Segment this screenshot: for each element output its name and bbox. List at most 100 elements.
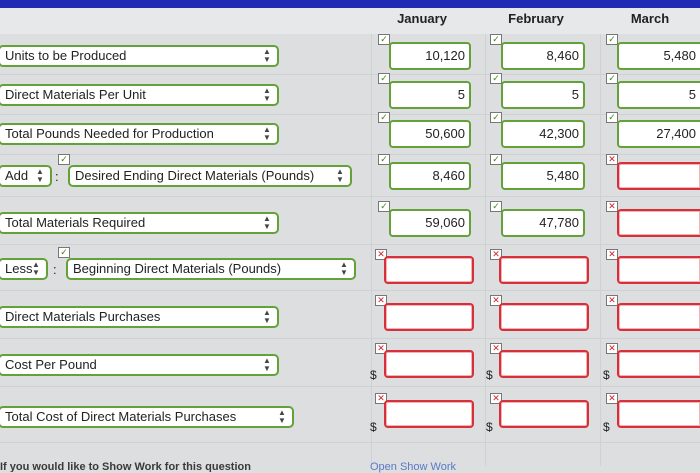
row-label-select-cost-per-pound[interactable]: Cost Per Pound ▲ ▼ (0, 354, 279, 376)
currency-symbol: $ (370, 420, 377, 434)
row-label: Cost Per Pound (5, 357, 97, 372)
input-march-total-cost[interactable] (617, 400, 700, 428)
input-march-desired-ending[interactable] (617, 162, 700, 190)
input-march-materials-per-unit[interactable]: 5 (617, 81, 700, 109)
error-x-icon: ✕ (606, 343, 618, 354)
row-label: Total Cost of Direct Materials Purchases (5, 409, 237, 424)
row-label: Desired Ending Direct Materials (Pounds) (75, 168, 315, 183)
input-march-cost-per-pound[interactable] (617, 350, 700, 378)
input-january-total-pounds[interactable]: 50,600 (389, 120, 471, 148)
row-label: Direct Materials Purchases (5, 309, 161, 324)
row-label-select-desired-ending[interactable]: Desired Ending Direct Materials (Pounds)… (68, 165, 352, 187)
row-label-select-total-pounds-needed[interactable]: Total Pounds Needed for Production ▲ ▼ (0, 123, 279, 145)
input-february-materials-per-unit[interactable]: 5 (501, 81, 585, 109)
column-header-february: February (508, 11, 564, 26)
error-x-icon: ✕ (490, 295, 502, 306)
input-february-purchases[interactable] (499, 303, 589, 331)
chevron-updown-icon: ▲ ▼ (263, 214, 271, 231)
column-divider (485, 34, 486, 466)
input-march-purchases[interactable] (617, 303, 700, 331)
error-x-icon: ✕ (375, 343, 387, 354)
input-january-beginning[interactable] (384, 256, 474, 284)
chevron-updown-icon: ▲ ▼ (263, 86, 271, 103)
input-february-cost-per-pound[interactable] (499, 350, 589, 378)
error-x-icon: ✕ (490, 393, 502, 404)
checkmark-icon: ✓ (378, 73, 390, 84)
input-february-units-produced[interactable]: 8,460 (501, 42, 585, 70)
error-x-icon: ✕ (606, 295, 618, 306)
row-label-select-total-materials-required[interactable]: Total Materials Required ▲ ▼ (0, 212, 279, 234)
row-label-select-materials-per-unit[interactable]: Direct Materials Per Unit ▲ ▼ (0, 84, 279, 106)
column-header-january: January (397, 11, 447, 26)
input-march-beginning[interactable] (617, 256, 700, 284)
prefix-select-add[interactable]: Add ▲ ▼ (0, 165, 52, 187)
colon-separator: : (55, 169, 59, 184)
column-divider (600, 34, 601, 466)
input-february-total-pounds[interactable]: 42,300 (501, 120, 585, 148)
currency-symbol: $ (603, 368, 610, 382)
row-divider (0, 244, 700, 245)
currency-symbol: $ (370, 368, 377, 382)
input-january-total-cost[interactable] (384, 400, 474, 428)
chevron-updown-icon: ▲ ▼ (263, 356, 271, 373)
checkmark-icon: ✓ (378, 201, 390, 212)
row-divider (0, 338, 700, 339)
checkmark-icon: ✓ (490, 154, 502, 165)
input-january-total-required[interactable]: 59,060 (389, 209, 471, 237)
checkmark-icon: ✓ (606, 112, 618, 123)
row-label: Beginning Direct Materials (Pounds) (73, 261, 282, 276)
input-march-total-pounds[interactable]: 27,400 (617, 120, 700, 148)
input-january-materials-per-unit[interactable]: 5 (389, 81, 471, 109)
checkmark-icon: ✓ (378, 154, 390, 165)
row-label-select-units-produced[interactable]: Units to be Produced ▲ ▼ (0, 45, 279, 67)
error-x-icon: ✕ (606, 154, 618, 165)
input-february-desired-ending[interactable]: 5,480 (501, 162, 585, 190)
input-february-beginning[interactable] (499, 256, 589, 284)
error-x-icon: ✕ (606, 393, 618, 404)
row-divider (0, 114, 700, 115)
checkmark-icon: ✓ (490, 73, 502, 84)
input-january-purchases[interactable] (384, 303, 474, 331)
row-prefix: Less (5, 261, 33, 276)
input-january-units-produced[interactable]: 10,120 (389, 42, 471, 70)
chevron-updown-icon: ▲ ▼ (340, 260, 348, 277)
row-label: Units to be Produced (5, 48, 127, 63)
input-february-total-required[interactable]: 47,780 (501, 209, 585, 237)
row-divider (0, 154, 700, 155)
row-label-select-total-cost[interactable]: Total Cost of Direct Materials Purchases… (0, 406, 294, 428)
row-divider (0, 74, 700, 75)
column-header-row (0, 8, 700, 34)
error-x-icon: ✕ (606, 201, 618, 212)
row-label-select-materials-purchases[interactable]: Direct Materials Purchases ▲ ▼ (0, 306, 279, 328)
row-label: Total Materials Required (5, 215, 146, 230)
input-january-desired-ending[interactable]: 8,460 (389, 162, 471, 190)
checkmark-icon: ✓ (490, 112, 502, 123)
currency-symbol: $ (486, 420, 493, 434)
row-divider (0, 196, 700, 197)
show-work-hint: If you would like to Show Work for this … (0, 461, 251, 472)
row-prefix: Add (5, 168, 29, 183)
chevron-updown-icon: ▲ ▼ (336, 167, 344, 184)
error-x-icon: ✕ (490, 249, 502, 260)
checkmark-icon: ✓ (606, 34, 618, 45)
input-january-cost-per-pound[interactable] (384, 350, 474, 378)
prefix-select-less[interactable]: Less ▲ ▼ (0, 258, 48, 280)
column-header-march: March (630, 11, 670, 26)
chevron-updown-icon: ▲ ▼ (278, 408, 286, 425)
currency-symbol: $ (486, 368, 493, 382)
checkmark-icon: ✓ (490, 201, 502, 212)
error-x-icon: ✕ (490, 343, 502, 354)
checkmark-icon: ✓ (58, 247, 70, 258)
row-label-select-beginning-materials[interactable]: Beginning Direct Materials (Pounds) ▲ ▼ (66, 258, 356, 280)
input-march-total-required[interactable] (617, 209, 700, 237)
chevron-updown-icon: ▲ ▼ (36, 167, 44, 184)
checkmark-icon: ✓ (58, 154, 70, 165)
colon-separator: : (53, 262, 57, 277)
top-bar (0, 0, 700, 8)
open-show-work-link[interactable]: Open Show Work (370, 461, 457, 473)
checkmark-icon: ✓ (378, 112, 390, 123)
column-divider (371, 34, 372, 466)
row-label: Total Pounds Needed for Production (5, 126, 214, 141)
input-february-total-cost[interactable] (499, 400, 589, 428)
input-march-units-produced[interactable]: 5,480 (617, 42, 700, 70)
